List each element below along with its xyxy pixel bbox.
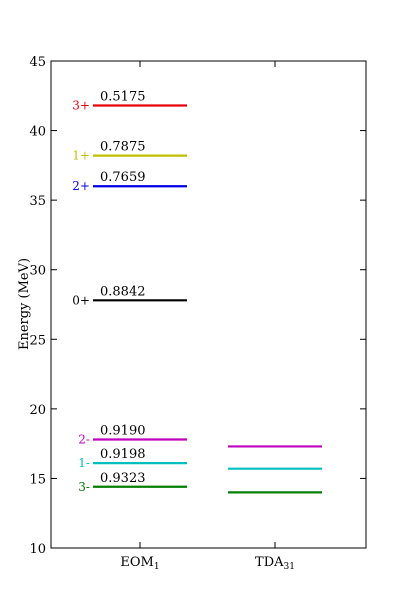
level-value-label: 0.5175 xyxy=(100,90,146,105)
y-tick-label: 40 xyxy=(29,125,46,140)
y-tick-label: 20 xyxy=(29,403,46,418)
x-axis: EOM1 TDA31 xyxy=(120,61,295,572)
y-tick-label: 35 xyxy=(29,194,46,209)
level-state-label: 1- xyxy=(78,456,90,470)
level-state-label: 0+ xyxy=(72,293,90,307)
level-state-label: 3- xyxy=(78,480,90,494)
x-tick-label: EOM1 xyxy=(120,555,159,572)
level-state-label: 3+ xyxy=(72,99,90,113)
levels-group: 0.5175 3+ 0.7875 1+ 0.7659 2+ 0.8842 0+ 0.9190 2-… xyxy=(72,90,322,494)
level-value-label: 0.8842 xyxy=(100,284,146,299)
level-value-label: 0.9190 xyxy=(100,423,146,438)
level-value-label: 0.7659 xyxy=(100,170,146,185)
x-tick-label: TDA31 xyxy=(255,555,295,572)
level-state-label: 2- xyxy=(78,432,90,446)
level-value-label: 0.7875 xyxy=(100,140,146,155)
y-tick-label: 30 xyxy=(29,264,46,279)
y-tick-label: 25 xyxy=(29,333,46,348)
y-tick-label: 45 xyxy=(29,55,46,70)
y-tick-label: 15 xyxy=(29,472,46,487)
level-state-label: 1+ xyxy=(72,149,90,163)
level-value-label: 0.9323 xyxy=(100,471,146,486)
y-tick-label: 10 xyxy=(29,542,46,557)
y-axis-label: Energy (MeV) xyxy=(17,258,32,350)
y-axis: 10 15 20 25 30 35 40 45 xyxy=(29,55,366,557)
level-state-label: 2+ xyxy=(72,179,90,193)
level-value-label: 0.9198 xyxy=(100,447,146,462)
plot-frame xyxy=(50,60,367,549)
